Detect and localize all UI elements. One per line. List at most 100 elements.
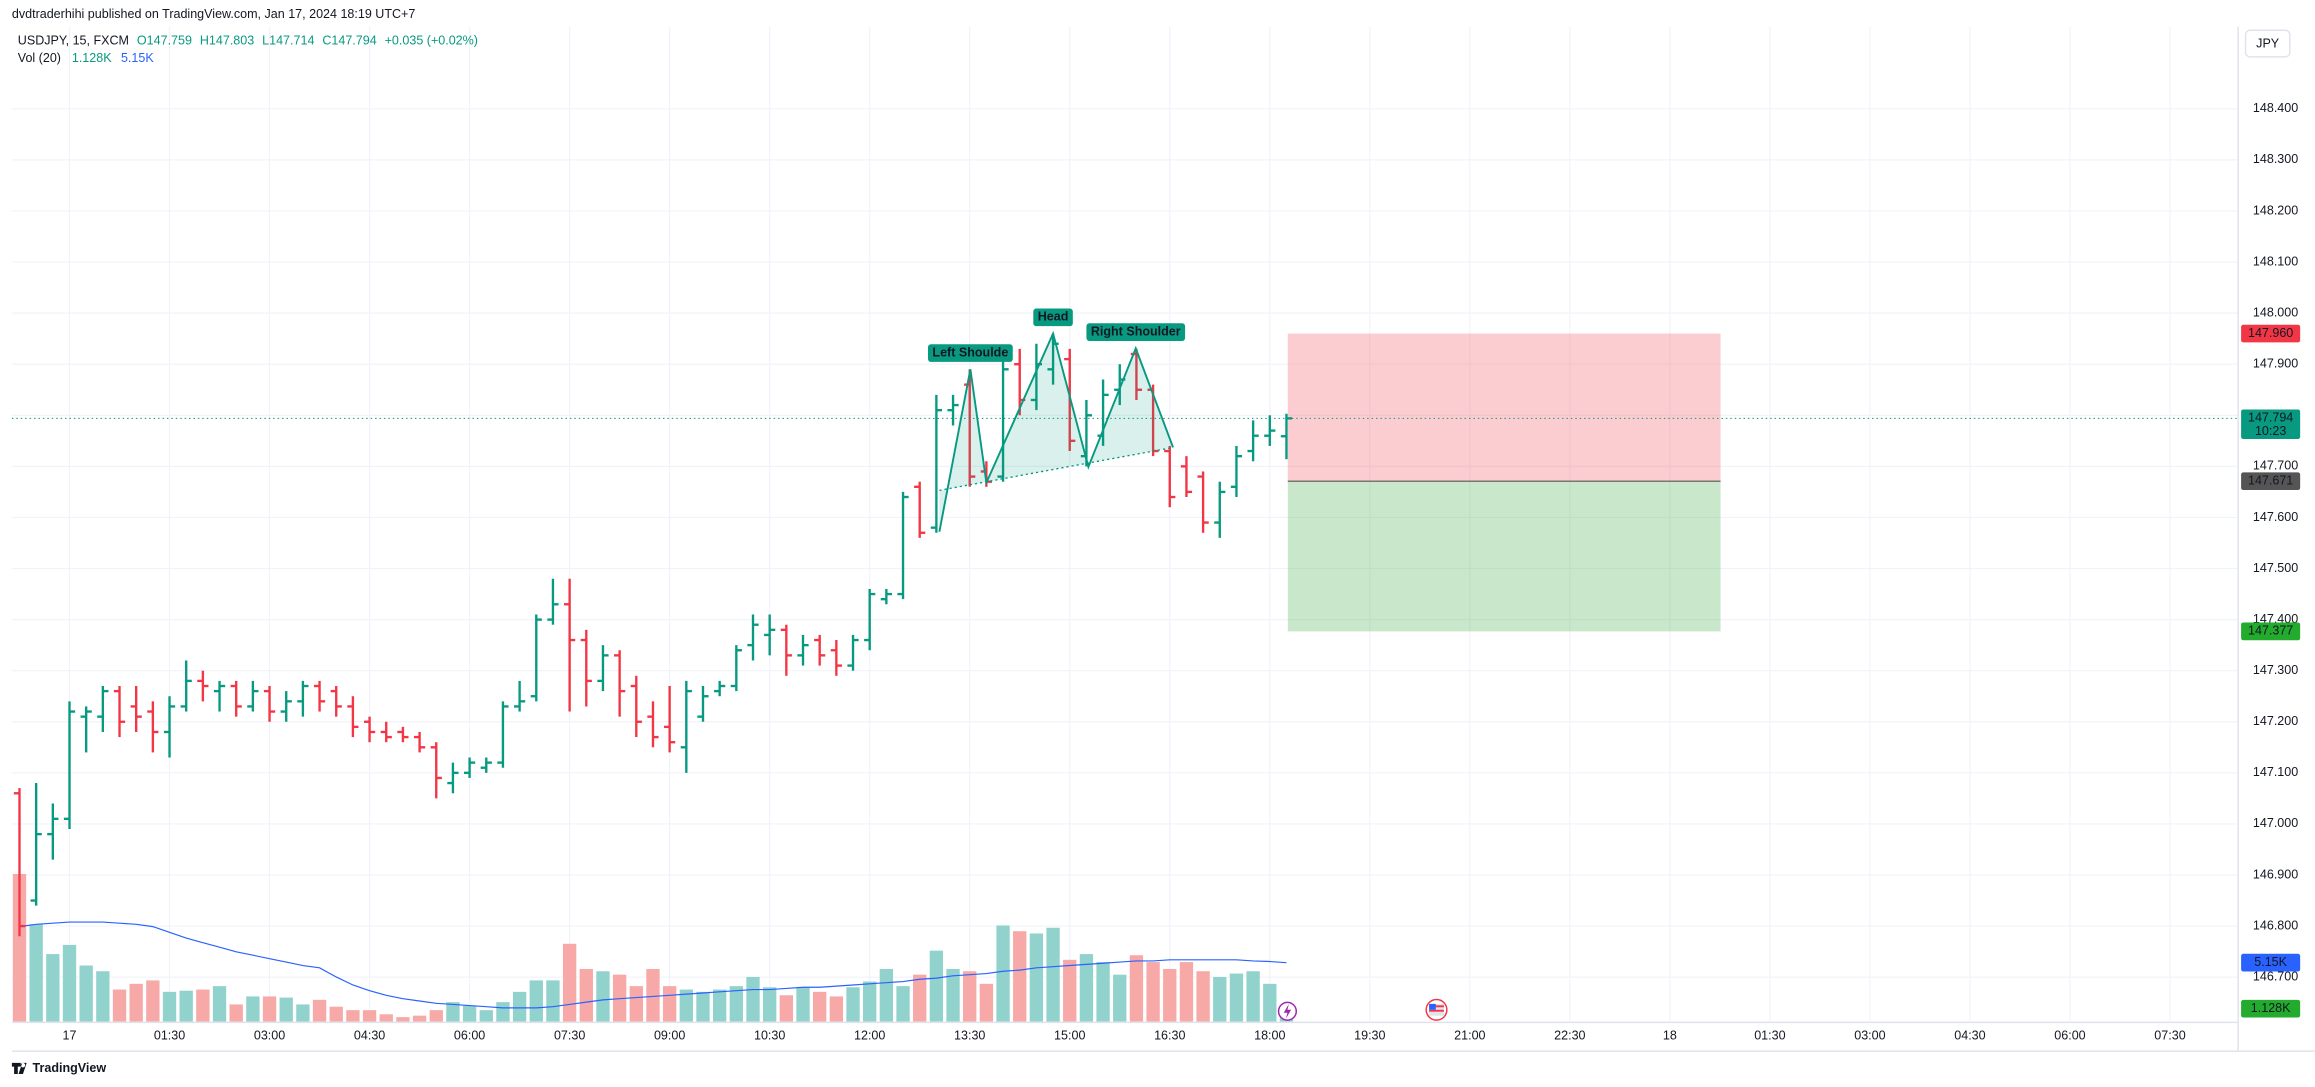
- y-tick-label: 148.400: [2253, 101, 2298, 115]
- volume-ma-line: [19, 921, 1287, 1009]
- current-price-label: 147.794: [2248, 411, 2293, 425]
- x-tick-label: 22:30: [1554, 1029, 1585, 1043]
- volume-bar: [362, 1010, 377, 1022]
- flag-stripe[interactable]: [1429, 1005, 1444, 1008]
- y-tick-label: 147.600: [2253, 510, 2298, 524]
- volume-bar: [162, 991, 177, 1022]
- volume-ma-label-box: [2241, 953, 2301, 972]
- volume-bar: [596, 971, 610, 1022]
- y-tick-label: 147.700: [2253, 459, 2298, 473]
- volume-bar: [1096, 962, 1110, 1022]
- volume-layer: [12, 873, 1294, 1022]
- volume-ma-value: 5.15K: [121, 51, 154, 65]
- volume-bar: [913, 974, 927, 1022]
- volume-value: 1.128K: [72, 51, 112, 65]
- brand[interactable]: TradingView: [11, 1061, 107, 1075]
- pattern-label-box: [1033, 308, 1073, 327]
- volume-bar: [1063, 959, 1077, 1022]
- current-price-box: [2241, 409, 2301, 440]
- pattern-line: [938, 330, 1174, 532]
- volume-bar: [1229, 973, 1244, 1022]
- y-tick-label: 148.300: [2253, 152, 2298, 166]
- volume-bar: [1213, 976, 1227, 1022]
- pattern-layer: Left Shoulde Head Right Shoulder: [928, 308, 1186, 532]
- legend-ohlc: USDJPY, 15, FXCM O147.759 H147.803 L147.…: [18, 34, 478, 48]
- x-tick-label: 18:00: [1254, 1029, 1285, 1043]
- x-tick-label: 01:30: [154, 1029, 185, 1043]
- x-tick-label: 15:00: [1054, 1029, 1085, 1043]
- volume-bar: [729, 986, 743, 1022]
- y-tick-label: 147.400: [2253, 612, 2298, 626]
- brand-logo[interactable]: [11, 1062, 27, 1075]
- publisher: dvdtraderhihi published on TradingView.c…: [12, 7, 415, 21]
- volume-bar: [1146, 962, 1160, 1022]
- pattern-label: Head: [1038, 310, 1069, 324]
- currency-button[interactable]: JPY: [2244, 29, 2291, 58]
- volume-value-label-box: [2241, 999, 2301, 1018]
- pattern-fill: [939, 333, 1174, 532]
- volume-bar: [1013, 931, 1027, 1022]
- volume-bar: [1179, 962, 1194, 1022]
- pattern-label: Left Shoulde: [932, 345, 1008, 359]
- event-icon[interactable]: [1277, 1001, 1298, 1021]
- legend-volume: Vol (20) 1.128K 5.15K: [18, 51, 155, 65]
- brand-name[interactable]: TradingView: [33, 1061, 107, 1075]
- bars-layer: [11, 333, 2237, 937]
- volume-bar: [479, 1010, 493, 1022]
- x-tick-label: 21:00: [1454, 1029, 1485, 1043]
- volume-bar: [629, 986, 643, 1022]
- high-value: H147.803: [200, 34, 254, 48]
- volume-bar: [279, 997, 293, 1022]
- volume-bar: [329, 1006, 343, 1022]
- x-tick-label: 07:30: [554, 1029, 585, 1043]
- x-tick-label: 16:30: [1154, 1029, 1185, 1043]
- volume-bar: [112, 989, 127, 1022]
- flag-stripe[interactable]: [1429, 1009, 1444, 1012]
- x-tick-label: 10:30: [754, 1029, 785, 1043]
- y-tick-label: 146.900: [2253, 867, 2298, 881]
- stop-price-label-box: [2241, 324, 2301, 343]
- target-price-label: 147.377: [2248, 624, 2293, 638]
- volume-bar: [1196, 971, 1210, 1022]
- volume-bar: [229, 1004, 243, 1022]
- x-tick-label: 19:30: [1354, 1029, 1385, 1043]
- entry-price-label: 147.671: [2248, 473, 2293, 487]
- volume-bar: [29, 924, 43, 1022]
- volume-ma-label: 5.15K: [2254, 955, 2287, 969]
- volume-bar: [179, 990, 193, 1022]
- volume-bar: [262, 996, 277, 1022]
- currency-button-label[interactable]: JPY: [2256, 37, 2280, 51]
- position-layer: [1287, 333, 1721, 632]
- volume-bar: [1263, 983, 1277, 1022]
- volume-bar: [196, 989, 210, 1022]
- volume-bar: [813, 991, 827, 1022]
- volume-bar: [1129, 955, 1144, 1022]
- volume-bar: [296, 1004, 310, 1022]
- volume-bar: [662, 986, 677, 1022]
- volume-bar: [746, 976, 760, 1022]
- volume-bar: [712, 989, 727, 1022]
- event-bolt[interactable]: [1283, 1003, 1292, 1019]
- volume-bar: [779, 995, 794, 1022]
- volume-bar: [462, 1005, 477, 1022]
- pattern-label: Right Shoulder: [1091, 324, 1181, 338]
- volume-bar: [1046, 927, 1060, 1022]
- x-tick-label: 17: [63, 1029, 77, 1043]
- volume-bar: [896, 986, 910, 1022]
- x-tick-label: 04:30: [1954, 1029, 1985, 1043]
- pattern-label-box: [928, 344, 1013, 362]
- x-tick-label: 12:00: [854, 1029, 885, 1043]
- volume-bar: [346, 1010, 360, 1022]
- volume-bar: [496, 1002, 510, 1022]
- currency-button-box[interactable]: [2244, 29, 2291, 58]
- y-tick-label: 147.300: [2253, 663, 2298, 677]
- volume-bar: [379, 1014, 393, 1022]
- volume-bar: [512, 991, 527, 1022]
- pattern-label-box: [1086, 323, 1186, 341]
- volume-bar: [212, 986, 227, 1022]
- x-tick-label: 06:00: [454, 1029, 485, 1043]
- volume-bar: [412, 1015, 427, 1022]
- flag-canton[interactable]: [1429, 1003, 1436, 1010]
- economic-event-icon[interactable]: [1425, 998, 1448, 1021]
